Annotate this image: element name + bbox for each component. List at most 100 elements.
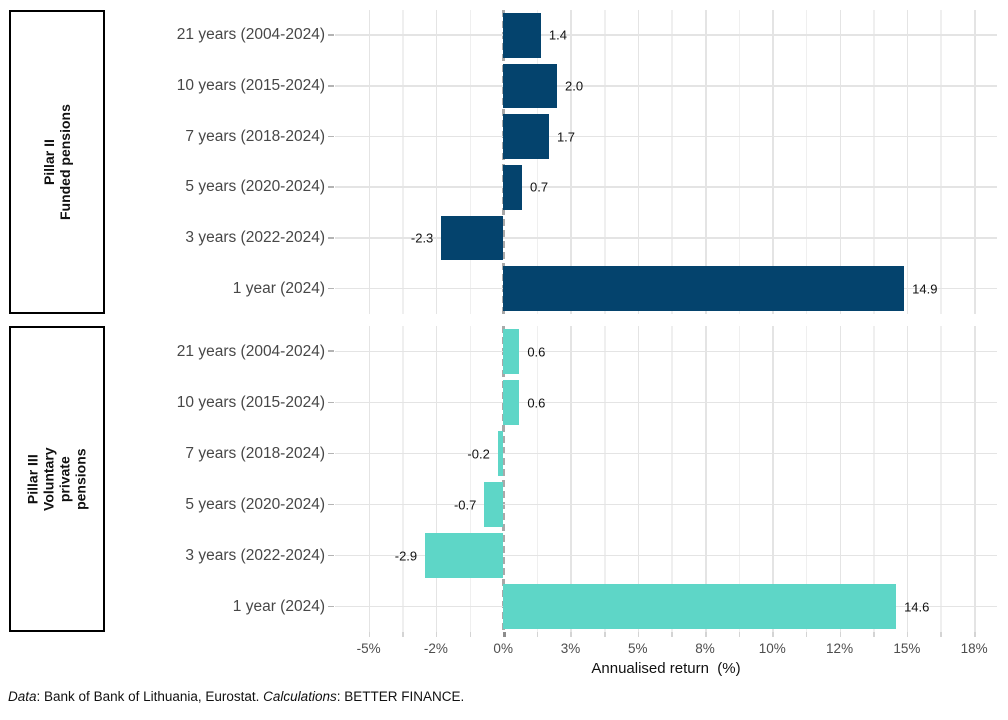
y-tick-mark xyxy=(328,287,334,290)
x-tick-mark xyxy=(503,632,506,637)
bar-row: 1.4 xyxy=(335,10,997,61)
facet-panel-pillar2: Pillar II Funded pensions 21 years (2004-… xyxy=(0,10,1008,314)
bar-value-label: 1.4 xyxy=(548,27,567,43)
x-tick-mark xyxy=(805,632,808,637)
category-label: 3 years (2022-2024) xyxy=(185,229,325,247)
y-tick-mark xyxy=(328,237,334,239)
bar-value-label: -0.2 xyxy=(467,446,490,461)
plot-area: 1.4 2.0 1.7 0.7 -2.3 14.9 xyxy=(335,10,997,314)
x-axis-labels: -5% -2% 0% 3% 5% 8% 10% 12% 15% 18% xyxy=(335,641,997,659)
minor-gridline xyxy=(671,326,673,632)
x-tick-mark xyxy=(906,632,909,637)
minor-gridline xyxy=(469,326,472,632)
plot-area: 0.6 0.6 -0.2 -0.7 -2.9 14.6 xyxy=(335,326,997,632)
major-gridline xyxy=(368,10,371,314)
x-tick-label: 3% xyxy=(560,641,581,656)
x-tick-mark xyxy=(402,632,404,637)
bar xyxy=(503,329,520,374)
row-gridline xyxy=(335,452,997,454)
x-tick-label: 18% xyxy=(960,641,988,656)
row-gridline xyxy=(335,186,997,188)
bar-row: 0.6 xyxy=(335,326,997,377)
major-gridline xyxy=(906,326,909,632)
bar xyxy=(503,266,905,311)
x-tick-label: 5% xyxy=(627,641,648,656)
x-tick-label: 8% xyxy=(695,641,715,656)
bar-value-label: 2.0 xyxy=(565,78,584,94)
x-tick-label: 0% xyxy=(493,641,513,656)
bar-value-label: 0.7 xyxy=(530,179,549,195)
zero-line xyxy=(501,326,505,632)
x-tick-mark xyxy=(536,632,539,637)
major-gridline xyxy=(705,10,707,314)
x-tick-mark xyxy=(974,632,976,637)
category-label: 3 years (2022-2024) xyxy=(185,546,325,564)
source-note: Data: Bank of Bank of Lithuania, Eurosta… xyxy=(8,689,464,704)
source-note-segment: Calculations xyxy=(263,689,337,704)
bar-value-label: 14.9 xyxy=(912,281,938,297)
x-tick-mark xyxy=(368,632,371,637)
major-gridline xyxy=(368,326,371,632)
x-tick-mark xyxy=(435,632,438,637)
row-gridline xyxy=(335,401,997,403)
major-gridline xyxy=(705,326,707,632)
row-gridline xyxy=(335,85,997,87)
row-gridline xyxy=(335,34,997,36)
category-label: 21 years (2004-2024) xyxy=(176,26,325,44)
bar xyxy=(503,114,549,159)
minor-gridline xyxy=(873,326,875,632)
major-gridline xyxy=(839,326,842,632)
row-gridline xyxy=(335,554,997,556)
y-tick-mark xyxy=(328,605,334,608)
bar xyxy=(503,584,897,629)
bar xyxy=(484,482,504,527)
bar xyxy=(503,165,523,210)
major-gridline xyxy=(637,10,640,314)
major-gridline xyxy=(772,326,774,632)
y-tick-mark xyxy=(328,135,334,138)
category-label: 7 years (2018-2024) xyxy=(185,127,325,145)
major-gridline xyxy=(570,326,572,632)
x-axis-ticks xyxy=(335,632,997,637)
x-tick-mark xyxy=(705,632,707,637)
x-tick-mark xyxy=(671,632,673,637)
minor-gridline xyxy=(738,326,741,632)
x-tick-mark xyxy=(772,632,774,637)
minor-gridline xyxy=(805,326,808,632)
minor-gridline xyxy=(671,10,673,314)
bar-row: 1.7 xyxy=(335,111,997,162)
category-label: 7 years (2018-2024) xyxy=(185,444,325,462)
x-tick-label: 10% xyxy=(758,641,786,656)
category-label: 10 years (2015-2024) xyxy=(176,77,325,94)
y-tick-mark xyxy=(328,85,334,87)
bar xyxy=(497,431,504,476)
major-gridline xyxy=(839,10,842,314)
x-tick-mark xyxy=(738,632,741,637)
bar-row: 2.0 xyxy=(335,61,997,112)
facet-strip-pillar2: Pillar II Funded pensions xyxy=(9,10,105,314)
y-tick-mark xyxy=(328,554,334,557)
source-note-segment: : BETTER FINANCE. xyxy=(336,689,465,704)
bar-value-label: 1.7 xyxy=(556,129,576,145)
major-gridline xyxy=(974,326,976,632)
minor-gridline xyxy=(940,326,942,632)
minor-gridline xyxy=(738,10,741,314)
x-tick-label: -2% xyxy=(423,641,448,656)
bar-row: 14.9 xyxy=(335,263,997,314)
bar-row: 0.6 xyxy=(335,377,997,428)
row-gridline xyxy=(335,135,997,138)
facet-strip-label: Pillar III Voluntary private pensions xyxy=(24,447,90,511)
x-tick-label: 15% xyxy=(893,641,921,656)
bar-row: 0.7 xyxy=(335,162,997,213)
x-tick-mark xyxy=(839,632,842,637)
x-tick-mark xyxy=(570,632,572,637)
bar-value-label: 0.6 xyxy=(527,395,546,410)
bar-value-label: 14.6 xyxy=(904,599,930,614)
y-tick-mark xyxy=(328,186,334,189)
facet-panel-pillar3: Pillar III Voluntary private pensions 21 ye… xyxy=(0,326,1008,632)
minor-gridline xyxy=(402,10,404,314)
y-tick-mark xyxy=(328,350,334,353)
bar xyxy=(503,13,541,58)
bar-value-label: -0.7 xyxy=(453,497,477,512)
x-tick-mark xyxy=(637,632,640,637)
